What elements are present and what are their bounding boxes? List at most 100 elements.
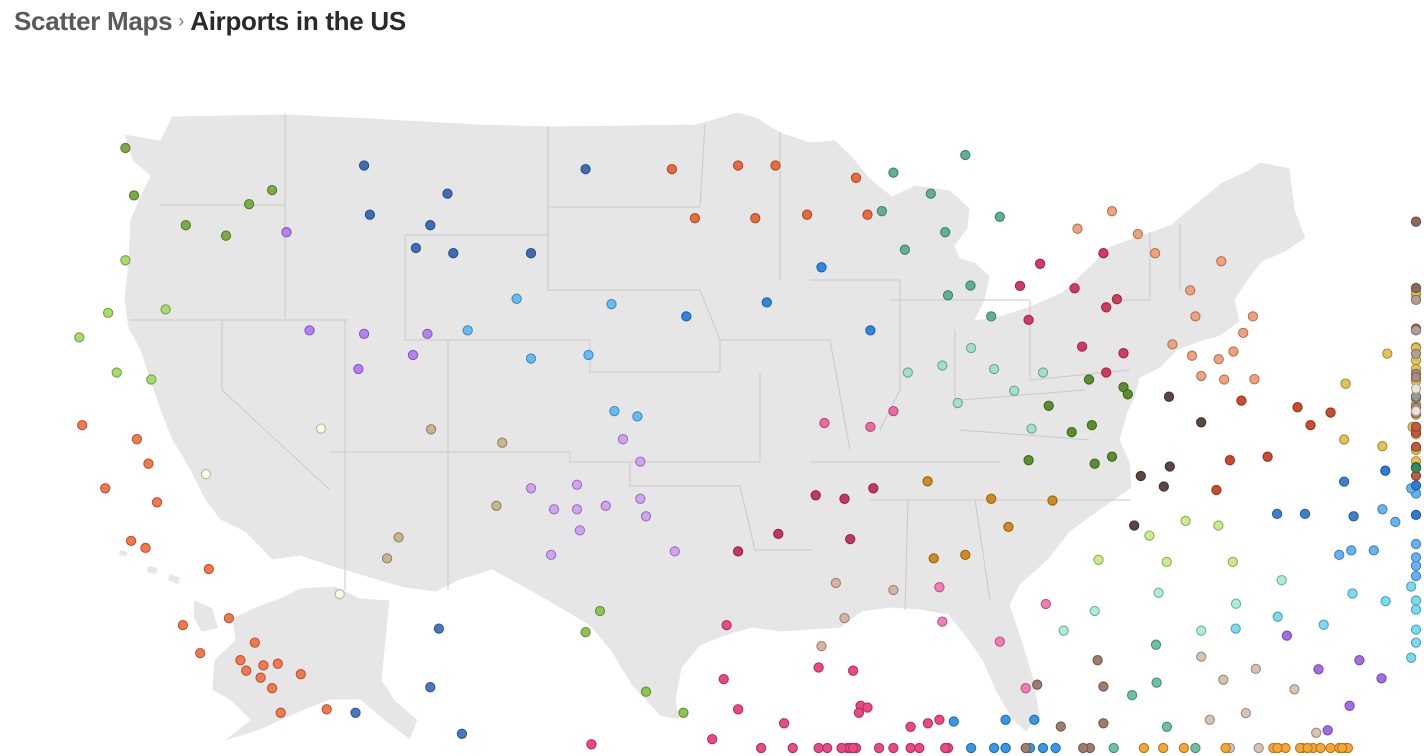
- airport-marker-nd-83[interactable]: [750, 213, 761, 224]
- airport-marker-ca-30[interactable]: [258, 660, 269, 671]
- airport-marker-ia-149[interactable]: [1037, 367, 1049, 378]
- airport-marker-il-192[interactable]: [1122, 389, 1133, 400]
- airport-marker-ks-100[interactable]: [732, 546, 744, 557]
- airport-marker-tx-114[interactable]: [778, 718, 790, 729]
- airport-marker-mi-198[interactable]: [1238, 327, 1249, 339]
- airport-marker-ny-323[interactable]: [1382, 348, 1393, 359]
- airport-marker-oh-218[interactable]: [1262, 451, 1273, 462]
- airport-marker-id-39[interactable]: [353, 363, 364, 375]
- airport-marker-nc-292[interactable]: [1410, 604, 1422, 615]
- airport-marker-nc-287[interactable]: [1380, 596, 1391, 607]
- airport-marker-la-166[interactable]: [1050, 742, 1061, 754]
- airport-marker-al-248[interactable]: [1190, 742, 1201, 754]
- airport-marker-il-193[interactable]: [1043, 400, 1054, 411]
- airport-marker-nc-288[interactable]: [1347, 588, 1358, 599]
- airport-marker-il-190[interactable]: [1089, 458, 1100, 469]
- airport-marker-in-212[interactable]: [1196, 417, 1207, 428]
- airport-marker-or-11[interactable]: [146, 374, 157, 385]
- airport-marker-co-64[interactable]: [635, 493, 646, 504]
- airport-marker-tx-122[interactable]: [813, 662, 824, 673]
- airport-marker-ct-357[interactable]: [1410, 383, 1422, 394]
- airport-marker-va-300[interactable]: [1346, 545, 1357, 556]
- airport-marker-ia-153[interactable]: [937, 360, 948, 371]
- airport-marker-ms-242[interactable]: [1092, 655, 1103, 666]
- airport-marker-ia-148[interactable]: [1009, 385, 1020, 396]
- airport-marker-ma-353[interactable]: [1410, 371, 1422, 383]
- airport-marker-sc-285[interactable]: [1322, 725, 1333, 736]
- airport-marker-in-211[interactable]: [1164, 461, 1175, 472]
- airport-marker-la-172[interactable]: [965, 742, 977, 754]
- airport-marker-ca-31[interactable]: [266, 683, 278, 694]
- airport-marker-mi-203[interactable]: [1216, 256, 1227, 267]
- airport-marker-mn-145[interactable]: [888, 167, 899, 178]
- airport-marker-ms-239[interactable]: [1032, 679, 1043, 690]
- airport-marker-nc-291[interactable]: [1410, 624, 1422, 635]
- airport-marker-nj-341[interactable]: [1410, 441, 1422, 453]
- airport-marker-ga-256[interactable]: [1253, 742, 1264, 754]
- airport-marker-co-70[interactable]: [669, 546, 680, 557]
- airport-marker-tx-129[interactable]: [787, 742, 798, 754]
- airport-marker-nc-286[interactable]: [1318, 619, 1329, 630]
- airport-marker-nv-33[interactable]: [334, 589, 345, 600]
- airport-marker-ky-225[interactable]: [1213, 520, 1224, 531]
- airport-marker-ms-236[interactable]: [1055, 721, 1066, 732]
- airport-marker-nd-88[interactable]: [689, 213, 701, 224]
- airport-marker-ne-95[interactable]: [865, 421, 876, 433]
- airport-marker-sc-282[interactable]: [1281, 630, 1293, 641]
- airport-marker-mi-199[interactable]: [1185, 285, 1196, 296]
- airport-marker-tn-233[interactable]: [1196, 625, 1207, 636]
- airport-marker-mt-44[interactable]: [525, 248, 537, 259]
- airport-marker-ca-23[interactable]: [255, 672, 266, 683]
- airport-marker-az-75[interactable]: [456, 728, 468, 739]
- airport-marker-la-171[interactable]: [988, 742, 1000, 754]
- airport-marker-nd-84[interactable]: [732, 160, 744, 171]
- airport-marker-il-188[interactable]: [1083, 374, 1095, 385]
- airport-marker-ga-250[interactable]: [1218, 674, 1229, 685]
- airport-marker-ar-163[interactable]: [1040, 598, 1051, 610]
- airport-marker-fl-279[interactable]: [1336, 742, 1348, 754]
- airport-marker-sc-281[interactable]: [1313, 664, 1324, 675]
- airport-marker-mi-200[interactable]: [1132, 228, 1144, 240]
- airport-marker-id-38[interactable]: [422, 328, 433, 340]
- airport-marker-ok-103[interactable]: [888, 584, 899, 596]
- airport-marker-tx-123[interactable]: [755, 742, 767, 754]
- airport-marker-ut-58[interactable]: [393, 532, 404, 543]
- airport-marker-ca-15[interactable]: [140, 542, 151, 554]
- airport-marker-ca-22[interactable]: [223, 612, 235, 624]
- airport-points[interactable]: [74, 142, 1422, 754]
- airport-marker-wi-185[interactable]: [1098, 248, 1109, 259]
- airport-marker-mi-206[interactable]: [1072, 223, 1083, 234]
- airport-marker-wi-176[interactable]: [1118, 348, 1129, 359]
- airport-marker-in-213[interactable]: [1129, 520, 1140, 531]
- airport-marker-ca-19[interactable]: [272, 658, 283, 669]
- airport-marker-id-41[interactable]: [358, 328, 370, 340]
- airport-marker-mn-141[interactable]: [876, 206, 888, 217]
- airport-marker-nm-78[interactable]: [580, 626, 591, 638]
- airport-marker-az-74[interactable]: [425, 682, 436, 693]
- airport-marker-wa-1[interactable]: [266, 184, 278, 196]
- airport-marker-mt-43[interactable]: [448, 248, 459, 259]
- airport-marker-tx-121[interactable]: [922, 718, 934, 729]
- airport-marker-wy-54[interactable]: [525, 353, 537, 364]
- airport-marker-co-68[interactable]: [571, 504, 583, 515]
- airport-marker-oh-217[interactable]: [1292, 402, 1303, 413]
- airport-marker-ca-16[interactable]: [203, 563, 214, 575]
- airport-marker-wa-2[interactable]: [180, 220, 191, 231]
- airport-marker-sc-280[interactable]: [1344, 700, 1355, 711]
- airport-marker-sc-284[interactable]: [1354, 655, 1365, 666]
- airport-marker-va-302[interactable]: [1368, 545, 1379, 556]
- airport-marker-tx-130[interactable]: [853, 707, 865, 718]
- airport-marker-mt-45[interactable]: [442, 188, 453, 199]
- airport-marker-fl-274[interactable]: [1302, 742, 1313, 754]
- airport-marker-ks-102[interactable]: [839, 493, 850, 504]
- airport-marker-mo-156[interactable]: [922, 476, 933, 487]
- airport-marker-mi-202[interactable]: [1167, 339, 1178, 350]
- airport-marker-or-7[interactable]: [102, 307, 114, 319]
- airport-marker-tx-115[interactable]: [707, 733, 718, 745]
- airport-marker-ga-258[interactable]: [1250, 663, 1261, 675]
- airport-marker-wv-309[interactable]: [1338, 476, 1350, 487]
- airport-marker-nd-82[interactable]: [862, 209, 873, 220]
- airport-marker-la-173[interactable]: [1037, 742, 1049, 754]
- airport-marker-az-76[interactable]: [433, 623, 445, 634]
- airport-marker-tx-132[interactable]: [847, 665, 859, 676]
